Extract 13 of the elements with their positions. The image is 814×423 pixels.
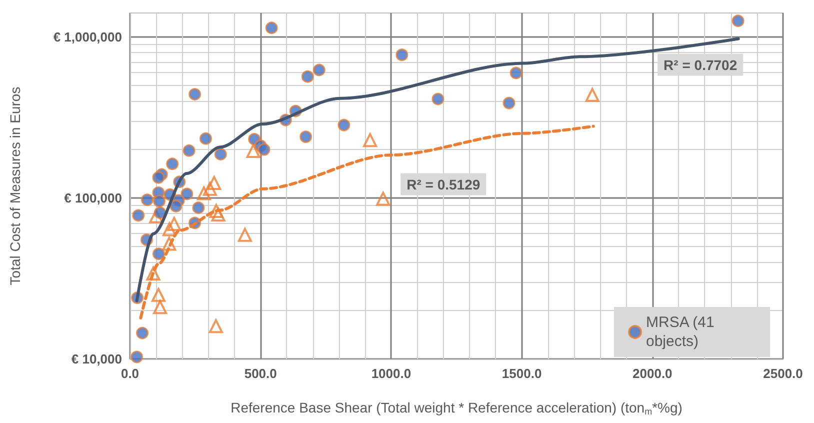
x-tick-label: 2000.0 xyxy=(632,366,672,381)
y-tick-label: € 10,000 xyxy=(71,352,122,366)
x-tick-label: 1500.0 xyxy=(502,366,542,381)
x-tick-label: 1000.0 xyxy=(371,366,412,381)
annotation: R² = 0.7702 xyxy=(664,56,738,73)
annotation: R² = 0.5129 xyxy=(406,176,480,192)
y-axis-title: Total Cost of Measures in Euros xyxy=(7,86,23,286)
y-tick-label: € 100,000 xyxy=(64,190,122,206)
x-tick-label: 2500.0 xyxy=(763,366,803,381)
legend-label: MRSA (41 objects) xyxy=(646,314,719,350)
x-tick-label: 0.0 xyxy=(120,366,140,381)
y-tick-label: € 1,000,000 xyxy=(53,30,122,45)
x-tick-label: 500.0 xyxy=(244,366,277,381)
